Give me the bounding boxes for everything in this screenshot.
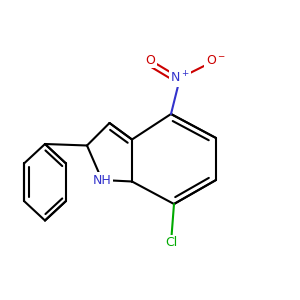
Text: Cl: Cl: [165, 236, 177, 250]
Text: O: O: [145, 53, 155, 67]
Text: N$^+$: N$^+$: [170, 70, 190, 86]
Text: NH: NH: [93, 173, 111, 187]
Text: O$^-$: O$^-$: [206, 53, 226, 67]
